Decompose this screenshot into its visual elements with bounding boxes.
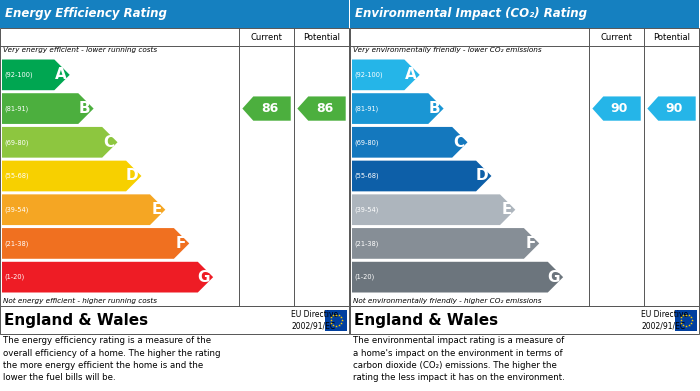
Text: 90: 90 (611, 102, 628, 115)
Text: A: A (405, 67, 416, 83)
Polygon shape (2, 161, 141, 191)
Text: B: B (429, 101, 440, 116)
Polygon shape (592, 97, 640, 121)
Polygon shape (2, 127, 118, 158)
Text: Not energy efficient - higher running costs: Not energy efficient - higher running co… (3, 298, 157, 304)
Text: Potential: Potential (303, 32, 340, 41)
Text: (21-38): (21-38) (354, 240, 379, 247)
Text: Very environmentally friendly - lower CO₂ emissions: Very environmentally friendly - lower CO… (353, 47, 542, 53)
Polygon shape (242, 97, 290, 121)
Text: 90: 90 (666, 102, 683, 115)
Text: (55-68): (55-68) (4, 173, 29, 179)
Text: D: D (476, 169, 489, 183)
Text: (21-38): (21-38) (4, 240, 29, 247)
Text: EU Directive
2002/91/EC: EU Directive 2002/91/EC (291, 310, 338, 330)
Text: (92-100): (92-100) (354, 72, 383, 78)
Text: (92-100): (92-100) (4, 72, 33, 78)
Text: The energy efficiency rating is a measure of the
overall efficiency of a home. T: The energy efficiency rating is a measur… (3, 336, 220, 382)
Text: (1-20): (1-20) (4, 274, 25, 280)
Text: (55-68): (55-68) (354, 173, 379, 179)
Polygon shape (2, 262, 214, 292)
Polygon shape (2, 228, 189, 259)
Text: (81-91): (81-91) (4, 105, 28, 112)
Text: England & Wales: England & Wales (354, 312, 498, 328)
Text: Very energy efficient - lower running costs: Very energy efficient - lower running co… (3, 47, 157, 53)
Text: 86: 86 (261, 102, 278, 115)
Bar (0, 0, 349, 28)
Bar (350, 0, 699, 28)
Text: (69-80): (69-80) (4, 139, 29, 145)
Bar (0, 306, 349, 334)
Text: Not environmentally friendly - higher CO₂ emissions: Not environmentally friendly - higher CO… (353, 298, 542, 304)
Bar (675, 310, 697, 330)
Text: The environmental impact rating is a measure of
a home's impact on the environme: The environmental impact rating is a mea… (353, 336, 565, 382)
Text: G: G (547, 270, 560, 285)
Text: England & Wales: England & Wales (4, 312, 148, 328)
Polygon shape (352, 59, 420, 90)
Polygon shape (298, 97, 346, 121)
Text: Current: Current (601, 32, 633, 41)
Bar (350, 306, 699, 334)
Text: (1-20): (1-20) (354, 274, 374, 280)
Polygon shape (648, 97, 696, 121)
Polygon shape (2, 59, 70, 90)
Text: 86: 86 (316, 102, 333, 115)
Polygon shape (352, 228, 539, 259)
Text: (39-54): (39-54) (354, 206, 379, 213)
Polygon shape (2, 194, 165, 225)
Text: EU Directive
2002/91/EC: EU Directive 2002/91/EC (641, 310, 688, 330)
Text: Energy Efficiency Rating: Energy Efficiency Rating (5, 7, 167, 20)
Polygon shape (352, 262, 564, 292)
Polygon shape (2, 93, 94, 124)
Bar (325, 310, 347, 330)
Polygon shape (352, 161, 491, 191)
Bar (0, 28, 349, 306)
Polygon shape (352, 93, 444, 124)
Polygon shape (352, 127, 468, 158)
Text: C: C (104, 135, 115, 150)
Polygon shape (352, 194, 515, 225)
Text: C: C (454, 135, 465, 150)
Text: F: F (176, 236, 186, 251)
Text: B: B (79, 101, 90, 116)
Text: F: F (526, 236, 536, 251)
Bar (350, 28, 699, 306)
Text: Current: Current (251, 32, 283, 41)
Text: Potential: Potential (653, 32, 690, 41)
Text: E: E (502, 202, 512, 217)
Text: A: A (55, 67, 66, 83)
Text: (81-91): (81-91) (354, 105, 378, 112)
Text: D: D (126, 169, 139, 183)
Text: (39-54): (39-54) (4, 206, 29, 213)
Text: Environmental Impact (CO₂) Rating: Environmental Impact (CO₂) Rating (355, 7, 587, 20)
Text: E: E (152, 202, 162, 217)
Text: G: G (197, 270, 210, 285)
Text: (69-80): (69-80) (354, 139, 379, 145)
